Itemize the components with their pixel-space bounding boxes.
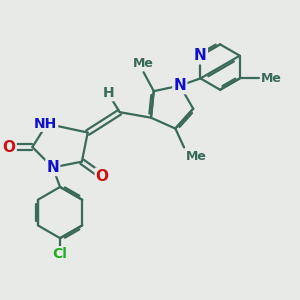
Text: O: O	[96, 169, 109, 184]
Text: Me: Me	[261, 72, 282, 85]
Text: O: O	[3, 140, 16, 154]
Text: H: H	[102, 86, 114, 100]
Text: Me: Me	[133, 57, 154, 70]
Text: N: N	[173, 78, 186, 93]
Text: Cl: Cl	[52, 247, 68, 261]
Text: Me: Me	[185, 150, 206, 163]
Text: N: N	[46, 160, 59, 175]
Text: N: N	[194, 48, 207, 63]
Text: NH: NH	[34, 117, 57, 131]
